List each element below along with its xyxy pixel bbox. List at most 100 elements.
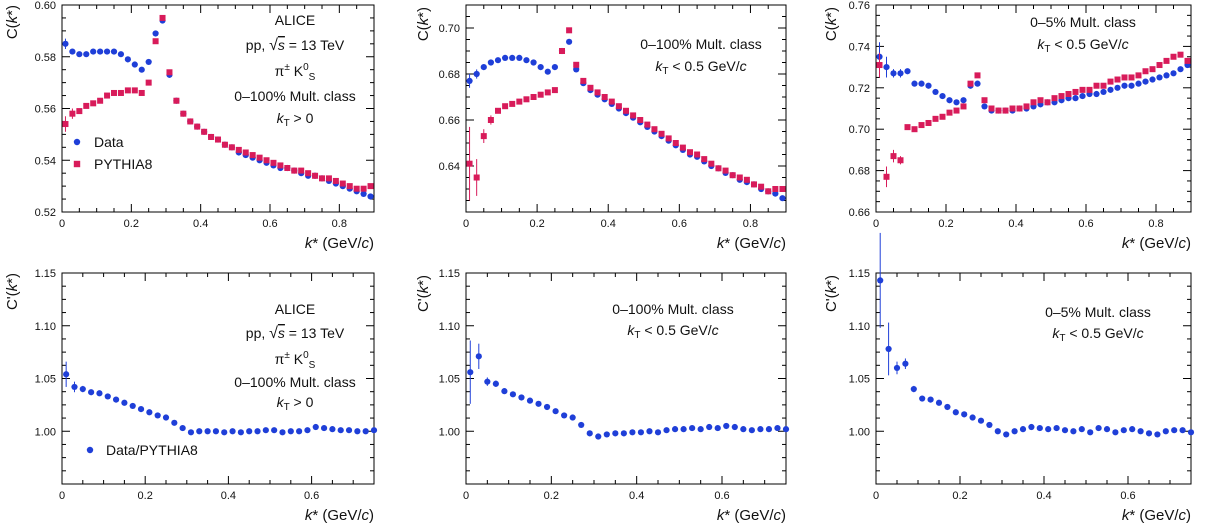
x-tick-label: 0 <box>463 490 469 502</box>
data-point-circle <box>1061 427 1069 434</box>
data-point-square <box>587 84 594 91</box>
data-point-square <box>277 162 284 169</box>
x-axis-title: k* (GeV/c) <box>305 507 374 524</box>
data-point-circle <box>530 59 537 66</box>
data-point-circle <box>932 88 939 96</box>
data-point-circle <box>561 412 568 419</box>
data-point-circle <box>329 426 336 433</box>
data-point-square <box>1065 91 1072 98</box>
data-point-circle <box>1103 426 1111 433</box>
data-point-circle <box>544 68 551 75</box>
data-point-square <box>679 144 686 151</box>
data-point-circle <box>1145 430 1153 437</box>
data-point-square <box>235 146 242 153</box>
data-point-square <box>523 96 530 103</box>
y-axis-title: C'(k*) <box>823 275 840 312</box>
data-point-square <box>312 172 319 179</box>
data-point-square <box>339 180 346 187</box>
data-point-circle <box>1011 428 1018 435</box>
data-point-square <box>651 126 658 133</box>
data-point-square <box>180 110 187 117</box>
data-point-square <box>516 98 523 105</box>
data-point-circle <box>221 429 228 436</box>
data-point-square <box>291 167 298 174</box>
y-tick-label: 1.00 <box>849 426 870 438</box>
data-point-square <box>319 175 325 182</box>
data-point-circle <box>1079 92 1086 100</box>
data-point-circle <box>1137 428 1144 435</box>
data-point-square <box>736 174 743 181</box>
data-point-circle <box>1162 428 1169 435</box>
data-point-circle <box>535 400 542 407</box>
data-point-square <box>981 97 988 104</box>
legend-marker-ratio <box>86 446 94 454</box>
y-tick-label: 1.10 <box>35 321 56 333</box>
data-point-circle <box>904 68 911 75</box>
x-tick-label: 0.8 <box>1148 218 1163 230</box>
data-point-square <box>1149 66 1156 73</box>
annotation-kt: kT < 0.5 GeV/c <box>1052 325 1143 344</box>
data-point-square <box>502 103 509 110</box>
data-point-square <box>665 135 672 142</box>
data-point-circle <box>262 427 269 434</box>
data-point-square <box>1058 93 1065 100</box>
y-tick-label: 1.15 <box>849 268 870 280</box>
data-point-circle <box>629 429 636 436</box>
data-point-square <box>883 173 890 180</box>
y-tick-label: 1.05 <box>849 374 870 386</box>
legend-label-pythia: PYTHIA8 <box>94 156 153 172</box>
data-point-square <box>608 98 615 105</box>
x-tick-label: 0.2 <box>124 218 139 230</box>
data-point-circle <box>526 397 534 404</box>
data-point-circle <box>502 54 509 62</box>
data-point-circle <box>960 97 967 104</box>
y-tick-label: 0.70 <box>439 23 460 35</box>
data-point-square <box>159 14 166 21</box>
data-point-circle <box>654 429 662 436</box>
data-point-circle <box>918 80 925 87</box>
series-pythia8 <box>62 14 374 192</box>
data-point-square <box>90 100 97 107</box>
data-point-circle <box>97 48 104 55</box>
annotation-mult: 0–100% Mult. class <box>234 88 355 104</box>
annotation-pair: π± K0S <box>275 62 316 83</box>
data-point-square <box>221 141 228 148</box>
annotation-mult: 0–5% Mult. class <box>1030 14 1136 30</box>
data-point-square <box>644 121 651 128</box>
x-axis-title: k* (GeV/c) <box>305 235 374 252</box>
plot-area: 0 0.2 0.4 0.6 1.00 1.05 1.10 1.15 <box>35 268 378 502</box>
data-point-circle <box>1028 423 1035 431</box>
data-point-circle <box>953 99 960 106</box>
plot-area: 0 0.2 0.4 0.6 0.8 0.64 0.66 0.68 0.70 <box>439 4 787 230</box>
x-tick-label: 0.4 <box>221 490 236 502</box>
data-point-circle <box>977 417 985 424</box>
data-point-circle <box>104 393 111 400</box>
data-point-square <box>325 175 332 182</box>
data-point-circle <box>254 428 261 435</box>
data-point-circle <box>362 428 369 435</box>
data-point-square <box>1114 76 1121 83</box>
data-point-square <box>1135 72 1142 79</box>
data-point-circle <box>145 58 152 66</box>
data-point-square <box>758 183 765 190</box>
x-tick-label: 0.8 <box>332 218 347 230</box>
data-point-circle <box>1171 427 1178 434</box>
data-point-square <box>104 92 111 99</box>
data-point-square <box>708 160 715 167</box>
data-point-circle <box>1179 427 1186 434</box>
y-tick-label: 1.15 <box>35 268 56 280</box>
series-data-pythia8 <box>63 361 378 436</box>
data-point-circle <box>890 70 897 77</box>
data-point-circle <box>586 430 593 437</box>
data-point-square <box>904 124 911 131</box>
x-tick-label: 0.2 <box>938 218 953 230</box>
data-point-circle <box>69 48 76 55</box>
data-point-circle <box>974 80 981 87</box>
x-tick-label: 0.2 <box>952 490 967 502</box>
data-point-square <box>1184 57 1191 64</box>
data-point-circle <box>969 414 976 421</box>
data-point-square <box>1030 99 1037 106</box>
y-tick-label: 1.05 <box>439 374 460 386</box>
y-tick-label: 0.68 <box>849 166 870 178</box>
data-point-circle <box>543 403 551 411</box>
